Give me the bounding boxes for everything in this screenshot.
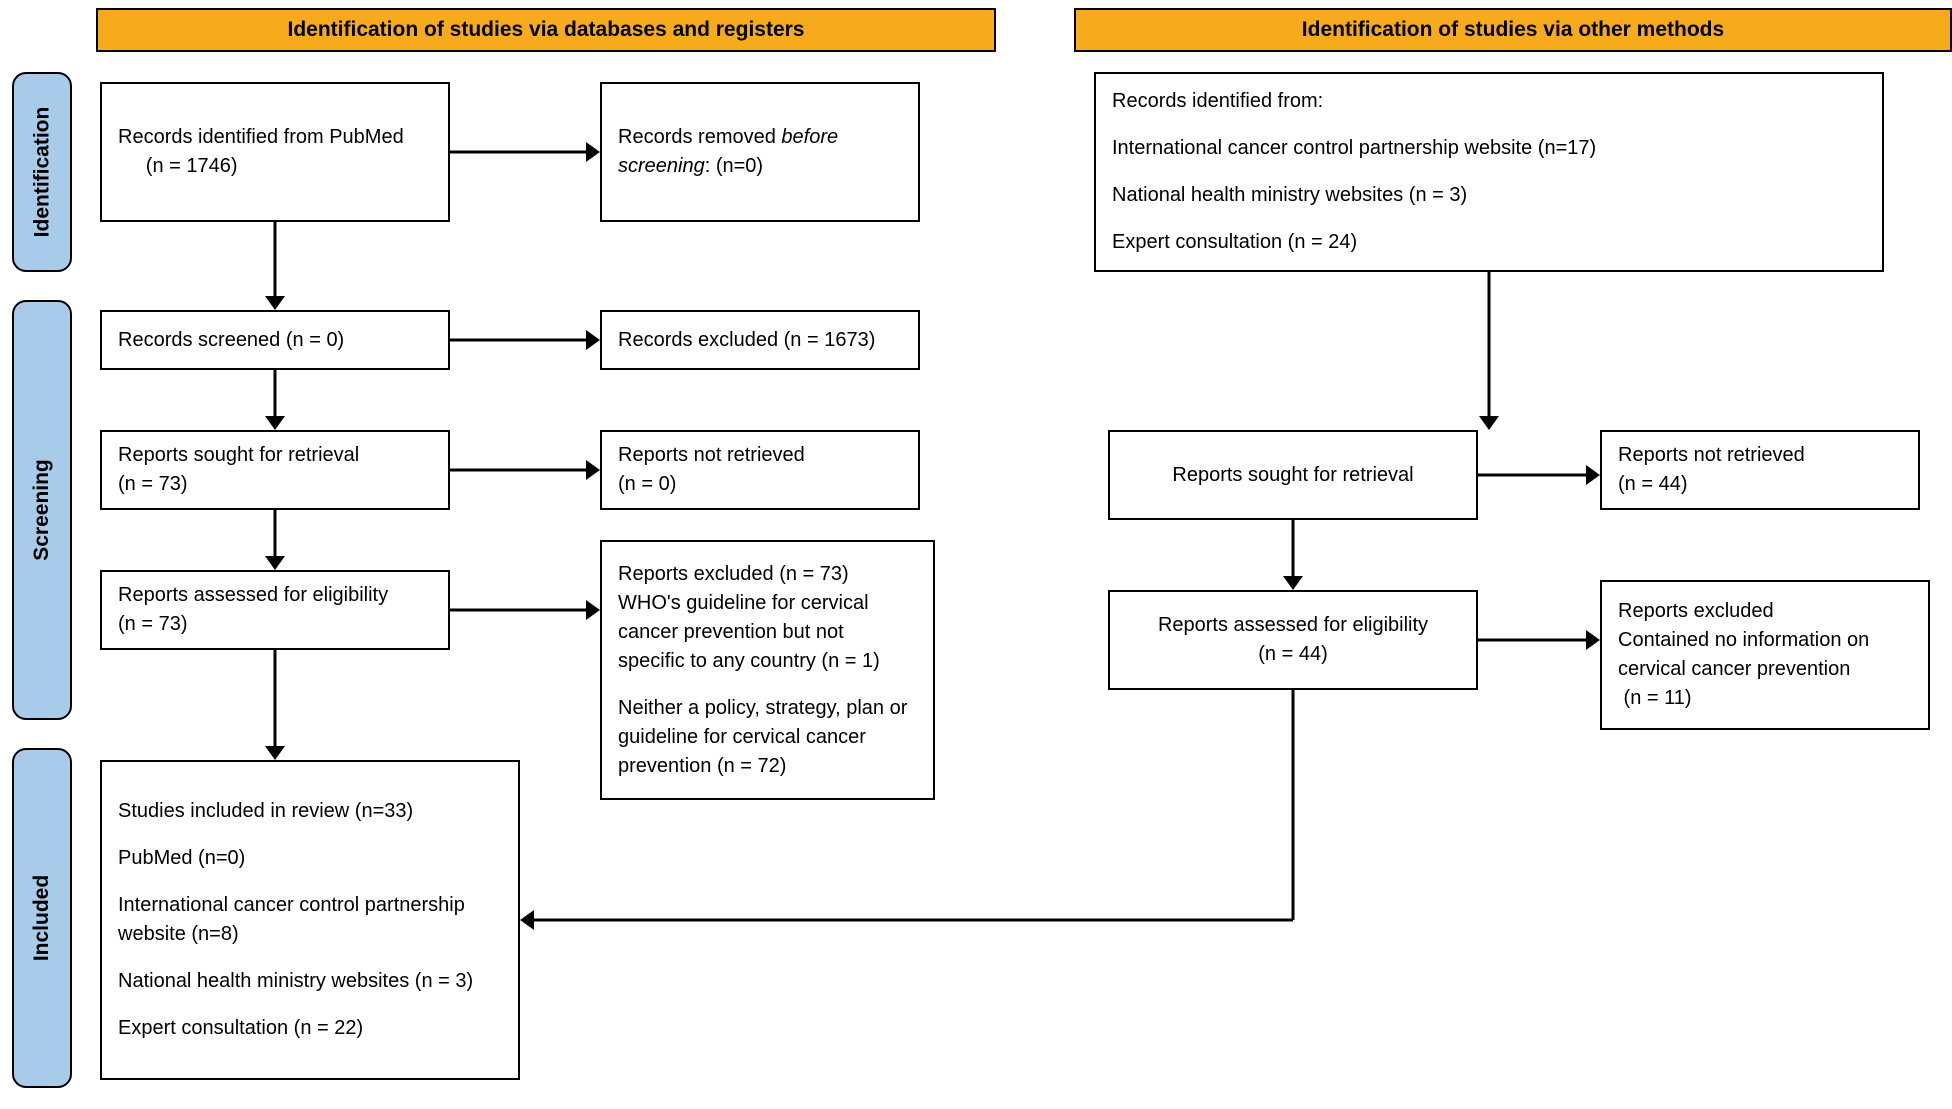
text: Neither a policy, strategy, plan or xyxy=(618,694,917,723)
text: Records identified from: xyxy=(1112,87,1866,116)
text: specific to any country (n = 1) xyxy=(618,647,917,676)
text: Reports assessed for eligibility xyxy=(1158,611,1428,640)
box-other-excluded: Reports excluded Contained no informatio… xyxy=(1600,580,1930,730)
phase-screening-label: Screening xyxy=(30,459,54,561)
box-db-assessed: Reports assessed for eligibility (n = 73… xyxy=(100,570,450,650)
phase-included-label: Included xyxy=(30,875,54,961)
phase-identification-label: Identification xyxy=(30,107,54,238)
text: Reports excluded xyxy=(1618,597,1912,626)
text: cervical cancer prevention xyxy=(1618,655,1912,684)
header-databases: Identification of studies via databases … xyxy=(96,8,996,52)
box-db-screened: Records screened (n = 0) xyxy=(100,310,450,370)
text: (n = 0) xyxy=(618,470,902,499)
text: guideline for cervical cancer xyxy=(618,723,917,752)
text: (n = 11) xyxy=(1618,684,1912,713)
text: (n = 1746) xyxy=(118,152,432,181)
text: cancer prevention but not xyxy=(618,618,917,647)
text: Studies included in review (n=33) xyxy=(118,797,502,826)
text: WHO's guideline for cervical xyxy=(618,589,917,618)
phase-included: Included xyxy=(12,748,72,1088)
text: Reports sought for retrieval xyxy=(1172,461,1413,490)
box-db-not-retrieved: Reports not retrieved (n = 0) xyxy=(600,430,920,510)
text: International cancer control partnership xyxy=(118,891,502,920)
text: Records identified from PubMed xyxy=(118,123,432,152)
text: Records removed before xyxy=(618,123,902,152)
text: Records screened (n = 0) xyxy=(118,326,432,355)
text: (n = 73) xyxy=(118,610,432,639)
text: PubMed (n=0) xyxy=(118,844,502,873)
prisma-canvas: Identification of studies via databases … xyxy=(0,0,1952,1109)
text: Records excluded (n = 1673) xyxy=(618,326,902,355)
text: prevention (n = 72) xyxy=(618,752,917,781)
text: screening: (n=0) xyxy=(618,152,902,181)
text: International cancer control partnership… xyxy=(1112,134,1866,163)
box-other-not-retrieved: Reports not retrieved (n = 44) xyxy=(1600,430,1920,510)
text: (n = 44) xyxy=(1618,470,1902,499)
text: Reports excluded (n = 73) xyxy=(618,560,917,589)
box-other-identified: Records identified from: International c… xyxy=(1094,72,1884,272)
box-other-assessed: Reports assessed for eligibility (n = 44… xyxy=(1108,590,1478,690)
box-db-sought: Reports sought for retrieval (n = 73) xyxy=(100,430,450,510)
text: Reports not retrieved xyxy=(618,441,902,470)
phase-screening: Screening xyxy=(12,300,72,720)
text: Reports not retrieved xyxy=(1618,441,1902,470)
box-included: Studies included in review (n=33) PubMed… xyxy=(100,760,520,1080)
header-other: Identification of studies via other meth… xyxy=(1074,8,1952,52)
text: Contained no information on xyxy=(1618,626,1912,655)
text: National health ministry websites (n = 3… xyxy=(118,967,502,996)
text: Reports sought for retrieval xyxy=(118,441,432,470)
text: Reports assessed for eligibility xyxy=(118,581,432,610)
text: (n = 73) xyxy=(118,470,432,499)
text: Expert consultation (n = 24) xyxy=(1112,228,1866,257)
header-databases-label: Identification of studies via databases … xyxy=(288,18,805,42)
text: website (n=8) xyxy=(118,920,502,949)
box-db-removed: Records removed before screening: (n=0) xyxy=(600,82,920,222)
box-other-sought: Reports sought for retrieval xyxy=(1108,430,1478,520)
box-db-excluded: Records excluded (n = 1673) xyxy=(600,310,920,370)
box-db-identified: Records identified from PubMed (n = 1746… xyxy=(100,82,450,222)
phase-identification: Identification xyxy=(12,72,72,272)
text: (n = 44) xyxy=(1258,640,1327,669)
box-db-reports-excluded: Reports excluded (n = 73) WHO's guidelin… xyxy=(600,540,935,800)
header-other-label: Identification of studies via other meth… xyxy=(1302,18,1724,42)
text: National health ministry websites (n = 3… xyxy=(1112,181,1866,210)
text: Expert consultation (n = 22) xyxy=(118,1014,502,1043)
